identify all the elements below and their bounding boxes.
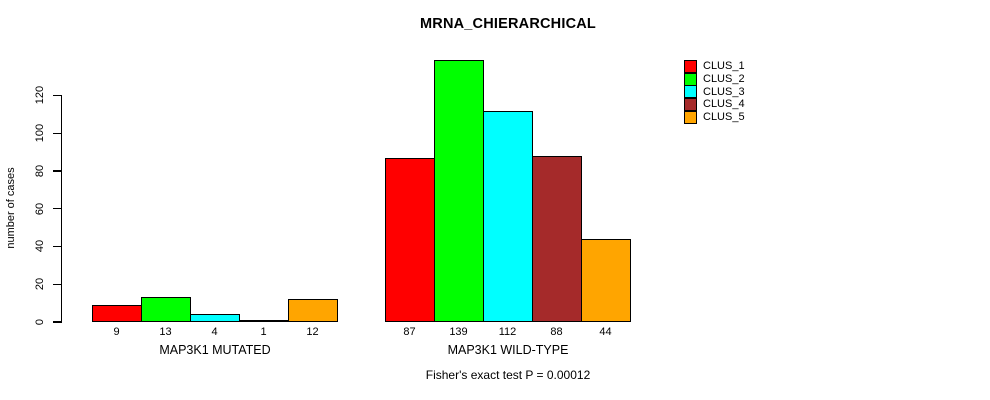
legend-swatch [684,110,697,124]
bar-value-label: 9 [113,326,120,338]
y-tick [53,283,61,285]
bar [190,314,240,322]
legend-swatch [684,85,697,99]
y-axis [61,95,63,323]
legend-label: CLUS_1 [703,60,745,73]
legend-swatch [684,59,697,73]
legend-item: CLUS_3 [684,85,745,99]
bar [239,320,289,322]
legend-swatch [684,72,697,86]
legend-swatch [684,97,697,111]
y-tick [53,245,61,248]
y-tick [53,170,61,172]
bar [92,305,142,322]
bar [288,299,338,322]
bar-value-label: 13 [159,326,172,338]
y-tick [53,94,61,97]
bar-value-label: 88 [550,326,563,338]
bar-value-label: 12 [306,326,319,338]
bar-value-label: 4 [211,326,218,338]
bar-value-label: 87 [403,326,416,338]
y-tick-label: 80 [34,164,46,178]
legend-label: CLUS_2 [703,73,745,86]
bar [483,111,533,322]
legend-label: CLUS_3 [703,85,745,98]
chart-title: MRNA_CHIERARCHICAL [420,16,596,32]
legend-label: CLUS_5 [703,111,745,124]
bar-value-label: 112 [498,326,517,338]
y-tick-label: 20 [34,278,46,291]
y-tick-label: 100 [34,124,46,143]
bar [532,156,582,322]
y-tick-label: 120 [34,86,46,105]
group-label: MAP3K1 MUTATED [159,343,271,357]
y-tick-label: 40 [34,240,46,253]
bar [434,60,484,322]
bar-value-label: 44 [599,326,612,338]
y-tick [53,321,61,323]
y-tick [53,208,61,210]
bar-value-label: 139 [449,326,468,338]
legend-label: CLUS_4 [703,98,745,111]
legend-item: CLUS_4 [684,97,745,111]
legend-item: CLUS_2 [684,72,745,86]
bar [581,239,631,322]
group-label: MAP3K1 WILD-TYPE [447,343,569,357]
bar [385,158,435,322]
legend: CLUS_1 CLUS_2 CLUS_3 CLUS_4 CLUS_5 [684,59,745,124]
y-axis-label: number of cases [5,167,17,249]
y-tick-label: 60 [34,202,46,215]
legend-item: CLUS_1 [684,59,745,73]
bar-value-label: 1 [260,326,267,338]
y-tick [53,132,61,134]
y-tick-label: 0 [34,318,46,326]
legend-item: CLUS_5 [684,110,745,124]
annotation-text: Fisher's exact test P = 0.00012 [425,368,591,382]
bar [141,297,191,322]
